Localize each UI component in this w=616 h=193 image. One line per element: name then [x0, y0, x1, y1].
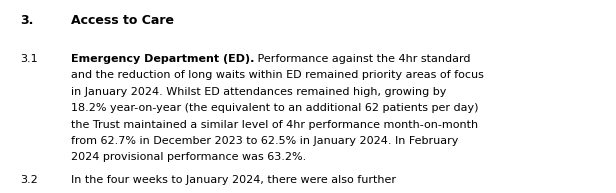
- Text: the Trust maintained a similar level of 4hr performance month-on-month: the Trust maintained a similar level of …: [71, 120, 478, 130]
- Text: 3.2: 3.2: [20, 175, 38, 185]
- Text: and the reduction of long waits within ED remained priority areas of focus: and the reduction of long waits within E…: [71, 70, 484, 80]
- Text: Emergency Department (ED).: Emergency Department (ED).: [71, 54, 254, 64]
- Text: In the four weeks to January 2024, there were also further: In the four weeks to January 2024, there…: [71, 175, 396, 185]
- Text: 3.: 3.: [20, 14, 34, 26]
- Text: 3.1: 3.1: [20, 54, 38, 64]
- Text: in January 2024. Whilst ED attendances remained high, growing by: in January 2024. Whilst ED attendances r…: [71, 87, 446, 97]
- Text: Performance against the 4hr standard: Performance against the 4hr standard: [254, 54, 471, 64]
- Text: 2024 provisional performance was 63.2%.: 2024 provisional performance was 63.2%.: [71, 152, 306, 163]
- Text: 18.2% year-on-year (the equivalent to an additional 62 patients per day): 18.2% year-on-year (the equivalent to an…: [71, 103, 479, 113]
- Text: from 62.7% in December 2023 to 62.5% in January 2024. In February: from 62.7% in December 2023 to 62.5% in …: [71, 136, 458, 146]
- Text: Access to Care: Access to Care: [71, 14, 174, 26]
